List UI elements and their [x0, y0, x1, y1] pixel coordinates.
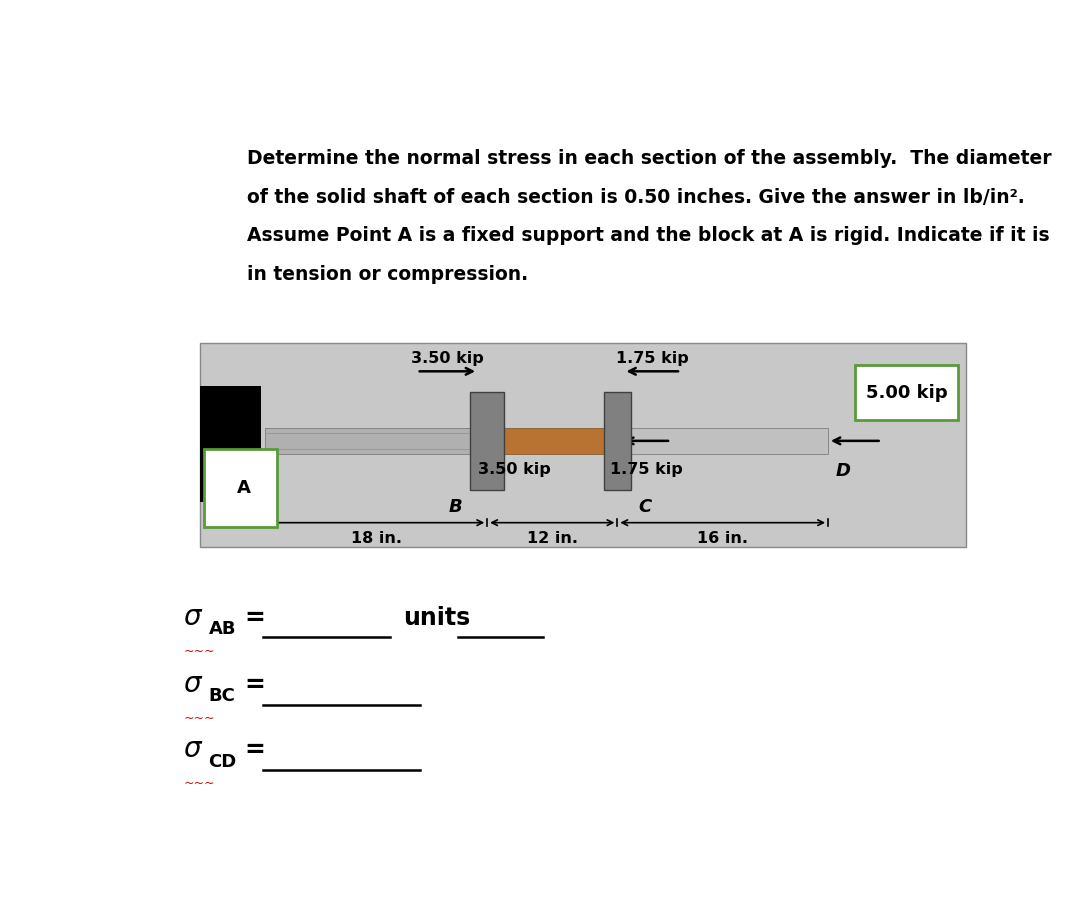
Bar	[265, 428, 471, 454]
Bar	[200, 386, 261, 502]
Text: 16 in.: 16 in.	[697, 531, 748, 546]
Text: of the solid shaft of each section is 0.50 inches. Give the answer in lb/in².: of the solid shaft of each section is 0.…	[247, 188, 1024, 206]
Text: AB: AB	[209, 620, 236, 638]
Text: C: C	[639, 498, 652, 516]
Bar	[200, 343, 966, 547]
Text: ~~~: ~~~	[183, 712, 215, 725]
Text: 3.50 kip: 3.50 kip	[477, 462, 550, 477]
Text: 5.00 kip: 5.00 kip	[866, 384, 948, 402]
Text: =: =	[244, 738, 265, 762]
Text: B: B	[449, 498, 463, 516]
Text: $\sigma$: $\sigma$	[183, 736, 203, 763]
Text: 18 in.: 18 in.	[351, 531, 402, 546]
Bar	[487, 428, 617, 454]
Text: CD: CD	[209, 753, 237, 770]
FancyBboxPatch shape	[204, 449, 276, 527]
Text: 1.75 kip: 1.75 kip	[609, 462, 682, 477]
Bar	[471, 392, 505, 490]
Text: D: D	[835, 463, 851, 480]
Text: units: units	[403, 605, 471, 630]
Text: $\sigma$: $\sigma$	[183, 603, 203, 631]
Text: $\sigma$: $\sigma$	[183, 670, 203, 698]
Text: 12 in.: 12 in.	[526, 531, 578, 546]
Text: 3.50 kip: 3.50 kip	[411, 351, 484, 365]
Text: BC: BC	[209, 687, 235, 705]
Text: ~~~: ~~~	[183, 645, 215, 658]
Text: 1.75 kip: 1.75 kip	[616, 351, 689, 365]
Text: Determine the normal stress in each section of the assembly.  The diameter: Determine the normal stress in each sect…	[247, 148, 1052, 168]
Text: in tension or compression.: in tension or compression.	[247, 265, 527, 284]
Text: =: =	[244, 673, 265, 697]
Text: =: =	[244, 605, 265, 630]
Bar	[617, 428, 828, 454]
Text: ~~~: ~~~	[183, 777, 215, 791]
FancyBboxPatch shape	[855, 365, 958, 420]
Bar	[604, 392, 631, 490]
Text: Assume Point A is a fixed support and the block at A is rigid. Indicate if it is: Assume Point A is a fixed support and th…	[247, 226, 1049, 245]
Text: A: A	[237, 479, 251, 496]
